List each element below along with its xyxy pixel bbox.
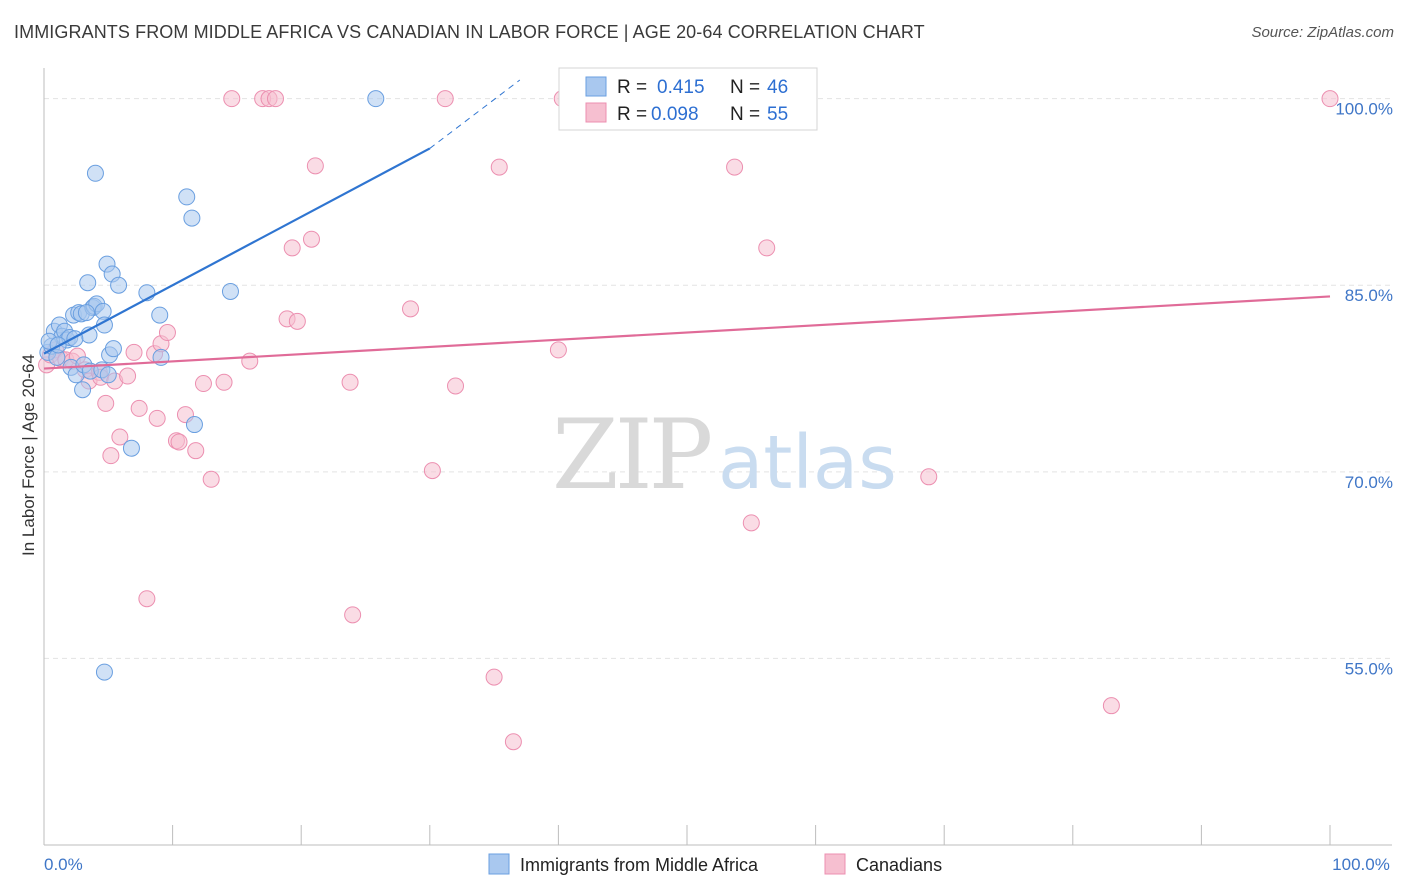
canadians-point-41 — [344, 606, 362, 624]
canadians-point-16 — [125, 343, 143, 361]
canadians-point-49 — [549, 341, 567, 359]
legend-swatch-pink — [585, 102, 607, 123]
watermark: ZIP atlas — [552, 399, 897, 511]
series-legend-swatch-pink — [824, 853, 846, 875]
canadians-point-28 — [202, 470, 220, 488]
canadians-point-34 — [266, 90, 284, 108]
canadians-point-47 — [490, 158, 508, 176]
legend-n-label-2: N = — [730, 104, 760, 125]
series-legend-label-blue: Immigrants from Middle Africa — [520, 855, 759, 875]
canadians-point-17 — [130, 399, 148, 417]
canadians-point-22 — [158, 324, 176, 342]
middle-africa-point-38 — [185, 416, 203, 434]
middle-africa-point-21 — [86, 164, 104, 182]
series-middle-africa-points — [39, 90, 385, 681]
legend-r-label-2: R = — [617, 104, 647, 125]
y-tick-label-3: 55.0% — [1345, 659, 1393, 678]
canadians-point-42 — [402, 300, 420, 318]
middle-africa-point-27 — [99, 366, 117, 384]
middle-africa-point-37 — [183, 209, 201, 227]
correlation-legend: R = 0.415 N = 46 R = 0.098 N = 55 — [558, 67, 818, 131]
canadians-point-52 — [742, 514, 760, 532]
middle-africa-point-32 — [122, 439, 140, 457]
canadians-point-30 — [223, 90, 241, 108]
canadians-point-48 — [504, 733, 522, 751]
middle-africa-point-39 — [221, 282, 239, 300]
canadians-point-20 — [148, 409, 166, 427]
canadians-point-55 — [1102, 697, 1120, 715]
middle-africa-trend-line — [43, 147, 431, 355]
tick-labels: 100.0% 85.0% 70.0% 55.0% 0.0% 100.0% — [44, 100, 1393, 874]
legend-r-label-1: R = — [617, 77, 647, 98]
canadians-point-54 — [920, 468, 938, 486]
middle-africa-point-45 — [77, 304, 95, 322]
legend-r-value-2: 0.098 — [651, 104, 699, 125]
canadians-point-37 — [288, 312, 306, 330]
watermark-zip: ZIP — [552, 399, 711, 511]
legend-swatch-blue — [585, 76, 607, 97]
legend-n-label-1: N = — [730, 77, 760, 98]
canadians-point-53 — [758, 239, 776, 257]
middle-africa-point-14 — [74, 381, 92, 399]
canadians-point-27 — [194, 375, 212, 393]
legend-n-value-2: 55 — [767, 104, 788, 125]
gridlines — [44, 98, 1392, 659]
canadians-point-36 — [283, 239, 301, 257]
legend-n-value-1: 46 — [767, 77, 788, 98]
middle-africa-point-36 — [178, 188, 196, 206]
canadians-point-13 — [102, 447, 120, 465]
middle-africa-point-30 — [104, 340, 122, 358]
canadians-point-51 — [726, 158, 744, 176]
axes — [43, 68, 1392, 846]
canadians-point-46 — [485, 668, 503, 686]
canadians-point-15 — [119, 367, 137, 385]
y-axis-title: In Labor Force | Age 20-64 — [19, 354, 38, 556]
series-legend-swatch-blue — [488, 853, 510, 875]
middle-africa-point-41 — [95, 663, 113, 681]
series-legend-label-pink: Canadians — [856, 855, 942, 875]
series-legend: Immigrants from Middle Africa Canadians — [488, 853, 942, 875]
trend-lines — [43, 79, 1331, 370]
chart-title: IMMIGRANTS FROM MIDDLE AFRICA VS CANADIA… — [14, 22, 925, 42]
watermark-atlas: atlas — [718, 420, 897, 506]
x-tick-label-0: 0.0% — [44, 855, 83, 874]
y-tick-label-1: 85.0% — [1345, 286, 1393, 305]
canadians-point-11 — [97, 394, 115, 412]
canadians-point-29 — [215, 373, 233, 391]
canadians-point-38 — [302, 230, 320, 248]
middle-africa-point-34 — [151, 306, 169, 324]
y-tick-label-2: 70.0% — [1345, 473, 1393, 492]
legend-r-value-1: 0.415 — [657, 77, 705, 98]
canadians-point-40 — [341, 373, 359, 391]
x-tick-label-1: 100.0% — [1332, 855, 1390, 874]
middle-africa-point-31 — [110, 276, 128, 294]
canadians-point-44 — [436, 90, 454, 108]
canadians-point-31 — [241, 352, 259, 370]
canadians-point-14 — [111, 428, 129, 446]
middle-africa-point-16 — [79, 274, 97, 292]
canadians-point-18 — [138, 590, 156, 608]
canadians-trend-line — [43, 295, 1331, 370]
canadians-point-24 — [170, 433, 188, 451]
canadians-point-45 — [447, 377, 465, 395]
canadians-point-39 — [306, 157, 324, 175]
canadians-point-26 — [187, 442, 205, 460]
y-tick-label-0: 100.0% — [1335, 100, 1393, 119]
canadians-point-43 — [423, 462, 441, 480]
middle-africa-trend-extension — [429, 79, 521, 149]
canadians-point-56 — [1321, 90, 1339, 108]
middle-africa-point-40 — [367, 90, 385, 108]
source-label: Source: ZipAtlas.com — [1251, 24, 1394, 41]
